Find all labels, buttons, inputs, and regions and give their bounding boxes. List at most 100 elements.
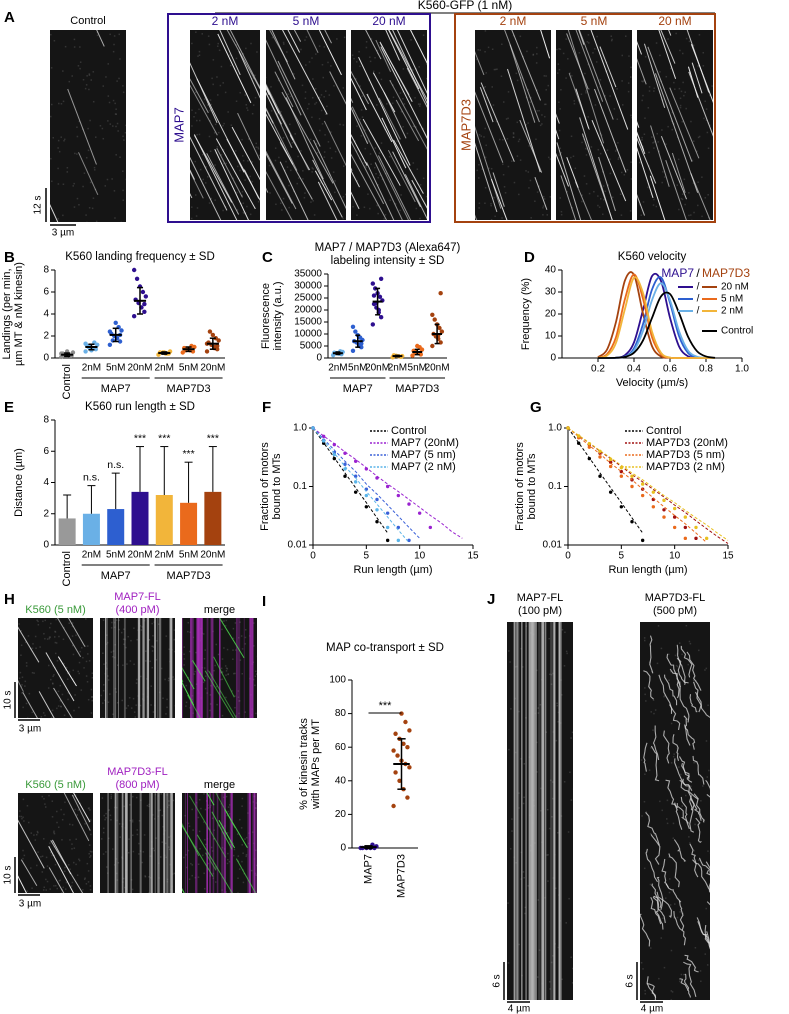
kymo-noise: [585, 154, 588, 156]
kymo-noise: [198, 830, 201, 833]
kymo-noise: [35, 647, 37, 650]
kymo-noise: [644, 989, 646, 992]
kymo-noise: [226, 648, 229, 651]
kymo-noise: [68, 671, 71, 673]
category-label: Control: [61, 551, 73, 586]
kymo-noise: [650, 711, 652, 713]
kymo-noise: [26, 717, 29, 718]
kymo-noise: [279, 202, 282, 205]
kymo-noise: [82, 78, 85, 81]
kymo-noise: [557, 711, 560, 714]
kymo-noise: [692, 182, 695, 184]
kymo-noise: [588, 192, 591, 195]
kymo-noise: [530, 96, 532, 99]
kymo-title: MAP7-FL: [517, 592, 563, 604]
kymo-noise: [53, 674, 55, 676]
kymo-noise: [41, 871, 44, 873]
kymo-noise: [41, 855, 44, 858]
kymo-noise: [239, 169, 241, 172]
kymo-noise: [105, 643, 108, 645]
kymo-track: [705, 779, 710, 791]
kymo-noise: [53, 636, 56, 638]
kymo-track: [351, 106, 410, 220]
data-point: [350, 324, 356, 329]
kymo-noise: [107, 95, 110, 97]
kymo-noise: [168, 804, 170, 806]
kymo-noise: [105, 816, 107, 819]
kymo-noise: [570, 156, 572, 159]
kymo-noise: [376, 49, 379, 52]
kymo-noise: [518, 710, 520, 713]
data-point: [576, 434, 581, 438]
bar: [155, 495, 173, 545]
kymo-noise: [62, 638, 65, 641]
kymo-noise: [162, 697, 164, 700]
kymo-noise: [691, 159, 694, 162]
kymograph: [50, 30, 126, 222]
category-label: MAP7D3: [395, 854, 407, 898]
kymo-noise: [72, 185, 74, 187]
kymo-noise: [131, 821, 134, 823]
kymo-noise: [255, 673, 257, 675]
kymo-track: [57, 618, 82, 658]
kymo-noise: [21, 817, 23, 820]
kymo-noise: [621, 171, 623, 174]
kymo-noise: [518, 138, 521, 141]
kymo-noise: [610, 35, 613, 37]
kymo-track: [189, 795, 227, 858]
kymo-track: [182, 666, 195, 690]
kymo-noise: [195, 651, 197, 654]
kymo-track: [282, 30, 328, 115]
kymo-track: [269, 30, 289, 63]
kymo-noise: [104, 699, 106, 702]
kymo-track: [219, 30, 241, 75]
panel-label: A: [4, 9, 15, 26]
kymo-noise: [353, 57, 355, 60]
kymo-noise: [77, 65, 80, 67]
kymo-noise: [281, 209, 283, 211]
kymo-track: [649, 635, 654, 674]
kymo-track: [578, 30, 585, 45]
category-label: 20nM: [200, 363, 225, 374]
kymo-noise: [536, 976, 539, 978]
kymo-track: [574, 181, 593, 220]
kymo-noise: [512, 136, 515, 138]
kymo-noise: [243, 212, 245, 215]
kymo-noise: [564, 631, 566, 634]
kymo-noise: [133, 663, 135, 666]
kymo-noise: [643, 867, 646, 870]
annotation: ***: [207, 432, 219, 444]
kymo-noise: [123, 628, 125, 630]
kymo-noise: [581, 141, 583, 144]
kymo-noise: [90, 688, 93, 691]
kymo-noise: [545, 89, 547, 91]
kymo-noise: [492, 104, 495, 106]
kymo-noise: [639, 161, 641, 164]
kymo-noise: [365, 41, 368, 43]
kymo-noise: [239, 818, 241, 821]
kymo-noise: [645, 811, 648, 813]
kymo-noise: [693, 211, 695, 214]
kymo-noise: [229, 64, 232, 67]
kymo-noise: [208, 43, 211, 46]
kymo-noise: [297, 177, 300, 179]
kymo-noise: [25, 662, 28, 664]
kymo-noise: [673, 81, 675, 84]
y-tick-label: 6: [43, 287, 49, 298]
series-line: [597, 276, 715, 359]
kymo-noise: [603, 198, 605, 201]
kymo-noise: [255, 146, 258, 148]
kymo-noise: [91, 207, 94, 210]
kymo-noise: [148, 803, 150, 806]
kymo-noise: [500, 75, 503, 77]
data-point: [415, 343, 420, 349]
kymo-noise: [216, 146, 219, 148]
kymo-noise: [671, 991, 674, 993]
kymo-noise: [152, 847, 154, 850]
kymo-noise: [611, 196, 614, 199]
kymo-track: [650, 834, 661, 865]
kymo-track: [351, 77, 367, 111]
kymo-noise: [475, 58, 478, 61]
kymo-noise: [682, 912, 684, 915]
